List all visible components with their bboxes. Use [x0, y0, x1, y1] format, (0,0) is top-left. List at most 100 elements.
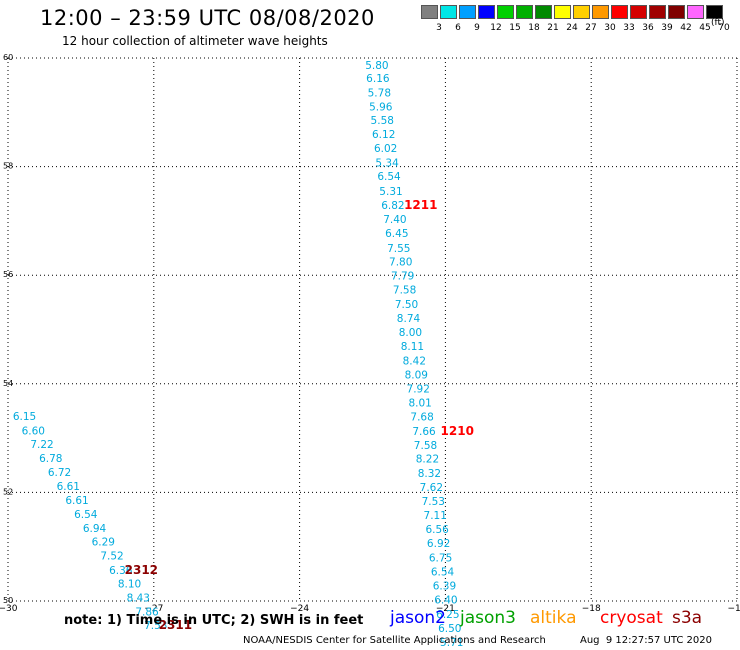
- wave-height-value: 7.40: [383, 214, 406, 226]
- wave-height-value: 5.78: [368, 88, 391, 100]
- wave-height-value: 7.58: [393, 285, 416, 297]
- wave-height-value: 7.52: [100, 551, 123, 563]
- color-scale-label: 27: [585, 23, 597, 33]
- y-tick-label: 60: [3, 53, 13, 62]
- wave-height-value: 6.92: [427, 538, 450, 550]
- time-label: 1210: [441, 424, 474, 438]
- time-label: 2312: [125, 563, 158, 577]
- wave-height-value: 6.54: [431, 566, 455, 578]
- color-scale-swatch: [573, 5, 590, 19]
- wave-height-value: 7.86: [135, 607, 159, 619]
- y-tick-label: 50: [3, 596, 13, 605]
- wave-height-value: 8.09: [405, 369, 428, 381]
- wave-height-value: 7.92: [407, 383, 430, 395]
- x-tick-label: −27: [144, 604, 163, 614]
- wave-height-value: 6.39: [433, 581, 456, 593]
- wave-height-value: 7.22: [30, 439, 53, 451]
- wave-height-value: 6.25: [436, 609, 459, 621]
- color-scale-label: 36: [642, 23, 654, 33]
- x-tick-label: −15: [728, 604, 740, 614]
- satellite-legend-jason3: jason3: [460, 608, 516, 628]
- wave-height-value: 7.11: [424, 510, 447, 522]
- color-scale-label: 9: [474, 23, 480, 33]
- wave-height-value: 7.58: [414, 440, 437, 452]
- wave-height-value: 6.60: [22, 425, 45, 437]
- color-scale-swatch: [497, 5, 514, 19]
- wave-height-value: 6.40: [434, 595, 457, 607]
- color-scale-swatch: [516, 5, 533, 19]
- chart-subtitle: 12 hour collection of altimeter wave hei…: [62, 34, 328, 48]
- color-scale-label: 70: [718, 23, 730, 33]
- color-scale-label: 15: [509, 23, 521, 33]
- wave-height-value: 8.01: [408, 398, 431, 410]
- wave-height-value: 6.94: [83, 523, 107, 535]
- color-scale-swatch: [421, 5, 438, 19]
- wave-height-value: 8.00: [399, 327, 422, 339]
- wave-height-value: 5.31: [379, 186, 402, 198]
- satellite-legend-s3a: s3a: [672, 608, 703, 628]
- wave-height-value: 6.56: [425, 524, 449, 536]
- wave-height-value: 8.10: [118, 578, 141, 590]
- wave-height-value: 8.22: [416, 454, 439, 466]
- wave-height-value: 7.79: [391, 271, 414, 283]
- color-scale-label: 39: [661, 23, 673, 33]
- color-scale-unit: (ft): [711, 18, 725, 28]
- x-tick-label: −18: [582, 604, 601, 614]
- wave-height-value: 6.54: [377, 171, 401, 183]
- wave-height-value: 6.75: [429, 552, 452, 564]
- color-scale-label: 3: [436, 23, 442, 33]
- wave-height-value: 8.32: [418, 468, 441, 480]
- wave-height-value: 6.16: [366, 73, 390, 85]
- wave-height-value: 5.58: [371, 115, 394, 127]
- wave-height-value: 6.02: [374, 143, 397, 155]
- wave-height-value: 6.45: [385, 228, 408, 240]
- wave-height-value: 5.80: [365, 60, 388, 72]
- color-scale-swatch: [668, 5, 685, 19]
- satellite-legend-jason2: jason2: [390, 608, 446, 628]
- y-tick-label: 54: [3, 379, 13, 388]
- satellite-legend-cryosat: cryosat: [600, 608, 663, 628]
- wave-height-value: 7.66: [412, 426, 436, 438]
- color-scale-swatch: [592, 5, 609, 19]
- color-scale-label: 21: [547, 23, 559, 33]
- credit-footer: NOAA/NESDIS Center for Satellite Applica…: [243, 635, 546, 646]
- wave-height-value: 7.80: [389, 256, 412, 268]
- wave-height-value: 6.72: [48, 467, 71, 479]
- color-scale-swatch: [440, 5, 457, 19]
- time-label: 1211: [404, 198, 437, 212]
- color-scale-swatch: [687, 5, 704, 19]
- color-scale-swatch: [630, 5, 647, 19]
- wave-height-value: 8.74: [397, 313, 421, 325]
- color-scale-label: 6: [455, 23, 461, 33]
- wave-height-value: 6.12: [372, 129, 395, 141]
- wave-height-value: 6.61: [57, 481, 80, 493]
- color-scale-swatch: [649, 5, 666, 19]
- y-tick-label: 58: [3, 162, 13, 171]
- wave-height-value: 6.61: [65, 495, 88, 507]
- timestamp-footer: Aug 9 12:27:57 UTC 2020: [580, 635, 712, 646]
- color-scale-swatch: [554, 5, 571, 19]
- wave-height-value: 6.50: [438, 623, 461, 635]
- y-tick-label: 56: [3, 270, 13, 279]
- color-scale-label: 12: [490, 23, 502, 33]
- wave-height-value: 8.11: [401, 341, 424, 353]
- wave-height-value: 5.96: [369, 102, 393, 114]
- wave-height-value: 7.68: [410, 412, 433, 424]
- color-scale-label: 18: [528, 23, 540, 33]
- wave-height-value: 5.34: [375, 158, 399, 170]
- color-scale-label: 45: [699, 23, 711, 33]
- x-tick-label: −21: [436, 604, 455, 614]
- x-tick-label: −30: [0, 604, 18, 614]
- wave-height-value: 6.29: [92, 537, 115, 549]
- color-scale-swatch: [706, 5, 723, 19]
- wave-height-value: 6.54: [74, 509, 98, 521]
- color-scale-swatch: [459, 5, 476, 19]
- x-tick-label: −24: [290, 604, 309, 614]
- wave-height-value: 8.43: [127, 593, 150, 605]
- units-note: note: 1) Time is in UTC; 2) SWH is in fe…: [64, 613, 364, 628]
- wave-height-value: 7.53: [422, 496, 445, 508]
- wave-height-value: 7.50: [395, 299, 418, 311]
- color-scale-label: 42: [680, 23, 692, 33]
- color-scale-label: 33: [623, 23, 635, 33]
- wave-height-value: 7.55: [387, 243, 410, 255]
